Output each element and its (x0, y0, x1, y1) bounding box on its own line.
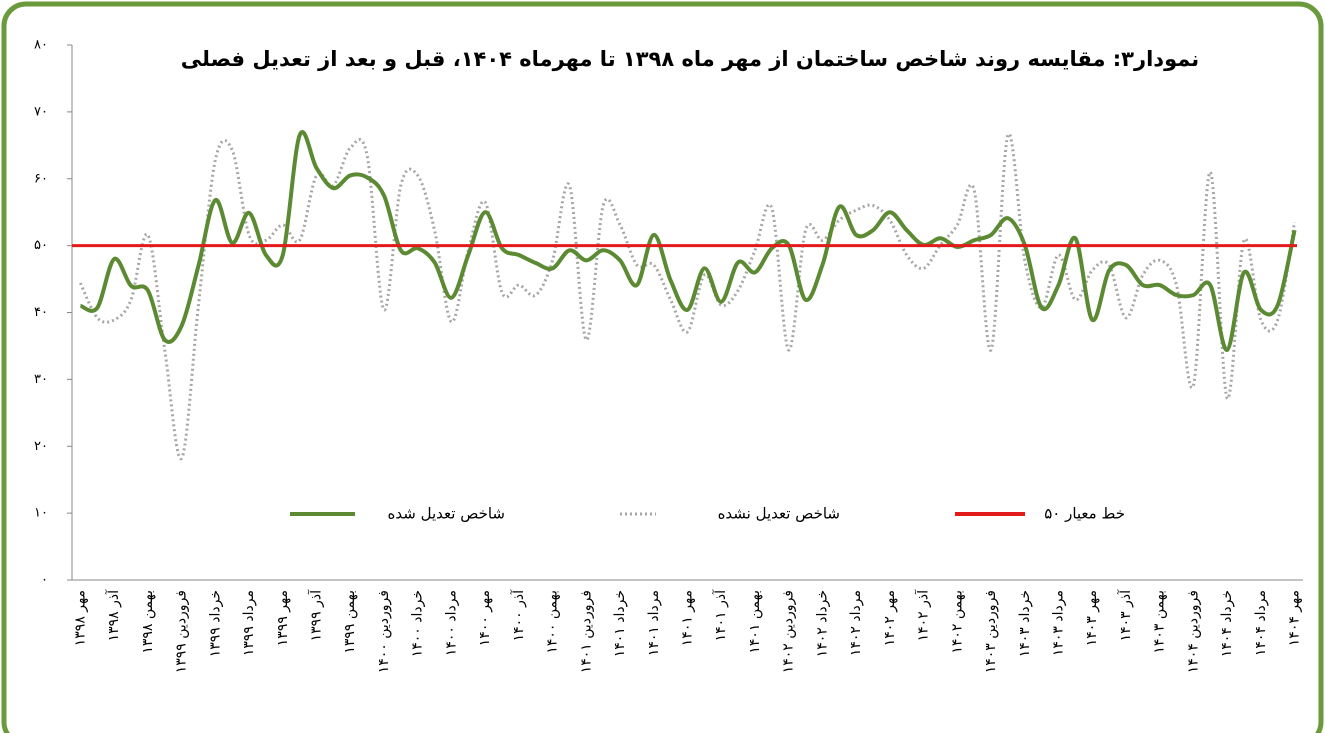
series-line (79, 130, 1297, 352)
legend-label: شاخص تعدیل نشده (718, 505, 840, 523)
x-tick-label: خرداد ۱۴۰۰ (410, 590, 426, 657)
y-tick-label: ۶۰ (34, 171, 48, 186)
x-tick-label: آذر ۱۴۰۰ (510, 589, 527, 642)
x-tick-label: فروردین ۱۴۰۴ (1185, 590, 1201, 673)
x-tick-label: بهمن ۱۳۹۸ (140, 590, 156, 654)
x-tick-label: مرداد ۱۳۹۹ (241, 590, 257, 656)
y-tick-label: ۴۰ (34, 305, 48, 320)
x-tick-label: مرداد ۱۴۰۳ (1050, 590, 1066, 656)
x-tick-label: مهر ۱۳۹۸ (72, 590, 88, 646)
y-tick-label: ۸۰ (34, 38, 48, 53)
y-tick-label: ۲۰ (34, 439, 48, 454)
x-tick-label: بهمن ۱۳۹۹ (342, 590, 358, 654)
x-tick-label: فروردین ۱۴۰۲ (781, 590, 797, 673)
x-tick-label: فروردین ۱۴۰۳ (983, 590, 999, 673)
x-tick-label: مهر ۱۴۰۳ (1084, 590, 1100, 646)
x-tick-label: مرداد ۱۴۰۴ (1253, 590, 1269, 656)
x-tick-label: آذر ۱۳۹۹ (308, 589, 325, 642)
x-tick-label: آذر ۱۴۰۱ (712, 589, 729, 642)
x-tick-label: بهمن ۱۴۰۰ (545, 590, 561, 654)
x-tick-label: آذر ۱۳۹۸ (105, 589, 122, 642)
x-tick-label: خرداد ۱۴۰۴ (1219, 590, 1235, 657)
x-tick-label: بهمن ۱۴۰۳ (1152, 590, 1168, 654)
x-tick-label: آذر ۱۴۰۳ (1117, 589, 1134, 642)
y-tick-label: ۱۰ (34, 506, 48, 521)
legend-label: خط معیار ۵۰ (1044, 505, 1125, 523)
x-tick-label: بهمن ۱۴۰۱ (747, 590, 763, 654)
x-tick-label: بهمن ۱۴۰۲ (949, 590, 965, 654)
x-tick-label: مرداد ۱۴۰۲ (848, 590, 864, 656)
x-tick-label: خرداد ۱۴۰۳ (1017, 590, 1033, 657)
x-tick-label: آذر ۱۴۰۲ (915, 589, 932, 642)
x-tick-label: فروردین ۱۴۰۱ (578, 590, 594, 673)
x-tick-label: مرداد ۱۴۰۱ (646, 590, 662, 656)
y-tick-label: ۳۰ (34, 372, 48, 387)
x-tick-label: خرداد ۱۴۰۱ (612, 590, 628, 657)
x-tick-label: مهر ۱۳۹۹ (275, 590, 291, 646)
x-tick-label: فروردین ۱۳۹۹ (174, 590, 190, 673)
x-tick-label: مهر ۱۴۰۴ (1287, 590, 1303, 646)
x-tick-label: مهر ۱۴۰۰ (477, 590, 493, 646)
x-tick-label: خرداد ۱۳۹۹ (207, 590, 223, 657)
x-tick-label: فروردین ۱۴۰۰ (376, 590, 392, 673)
legend-label: شاخص تعدیل شده (388, 505, 505, 523)
y-tick-label: ۵۰ (34, 238, 48, 253)
y-tick-label: ۷۰ (34, 104, 48, 119)
x-tick-label: مهر ۱۴۰۱ (680, 590, 696, 646)
chart-title: نمودار۳: مقایسه روند شاخص ساختمان از مهر… (181, 47, 1199, 71)
y-tick-label: ۰ (41, 573, 48, 588)
x-tick-label: مرداد ۱۴۰۰ (443, 590, 459, 656)
x-tick-label: خرداد ۱۴۰۲ (814, 590, 830, 657)
x-tick-label: مهر ۱۴۰۲ (882, 590, 898, 646)
